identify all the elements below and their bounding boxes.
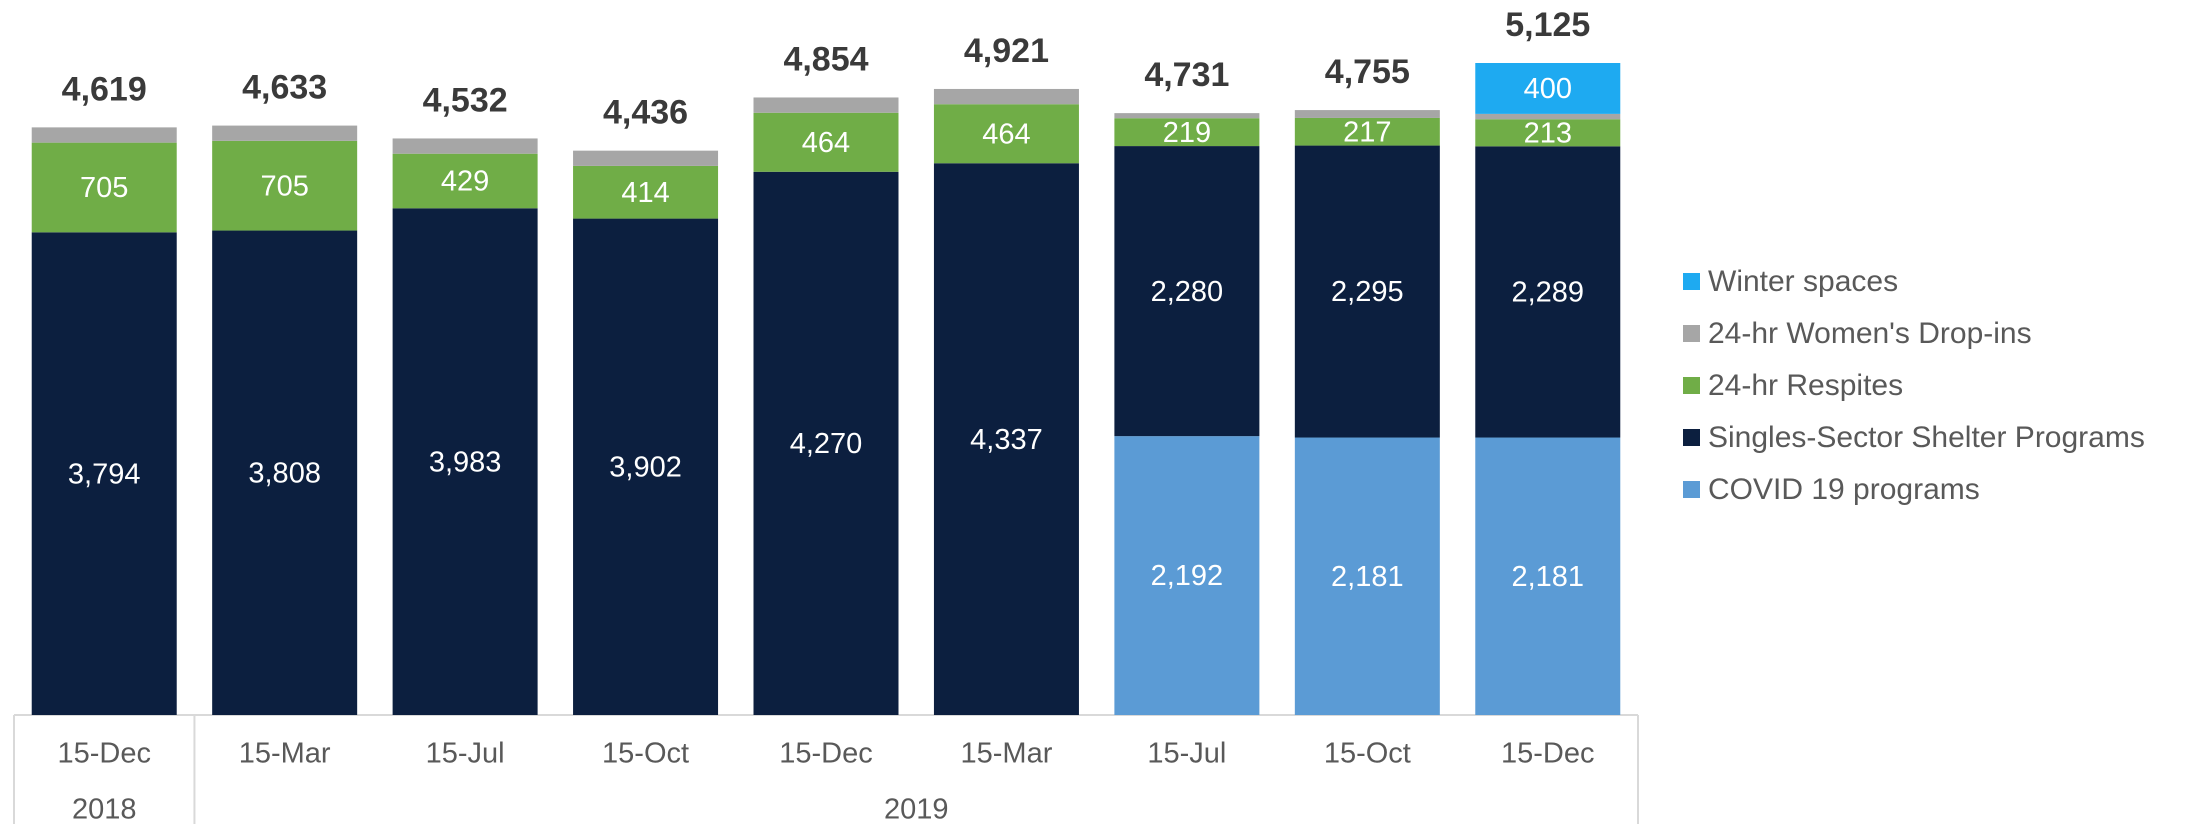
data-label: 2,289: [1511, 277, 1584, 309]
x-tick-label: 15-Oct: [1324, 738, 1411, 770]
data-label: 705: [80, 172, 128, 204]
bar-segment: [1114, 146, 1260, 437]
data-label: 3,902: [609, 451, 682, 483]
bar-segment: [1475, 113, 1621, 120]
data-label: 2,192: [1151, 560, 1224, 592]
x-tick-label: 15-Mar: [961, 738, 1053, 770]
bar-segment: [573, 150, 719, 166]
total-label: 4,731: [1144, 56, 1229, 94]
total-label: 4,633: [242, 69, 327, 107]
data-label: 2,280: [1151, 276, 1224, 308]
bar-segment: [753, 97, 899, 113]
data-label: 213: [1524, 117, 1572, 149]
bar-segment: [212, 140, 358, 231]
bar-segment: [1114, 118, 1260, 147]
legend-swatch: [1683, 481, 1700, 498]
x-tick-label: 15-Dec: [779, 738, 873, 770]
legend-swatch: [1683, 273, 1700, 290]
bar-segment: [1114, 113, 1260, 119]
data-label: 2,181: [1511, 561, 1584, 593]
bar-segment: [1294, 117, 1440, 146]
data-label: 429: [441, 166, 489, 198]
x-tick-label: 15-Jul: [1147, 738, 1226, 770]
bar-segment: [31, 232, 177, 716]
total-label: 4,755: [1325, 53, 1410, 91]
x-tick-label: 15-Jul: [426, 738, 505, 770]
bar-segment: [1475, 119, 1621, 147]
data-label: 3,808: [248, 457, 321, 489]
bar-segment: [1114, 436, 1260, 715]
data-label: 400: [1524, 73, 1572, 105]
total-label: 4,619: [62, 70, 147, 108]
x-tick-label: 15-Mar: [239, 738, 331, 770]
bar-segment: [1475, 437, 1621, 715]
total-label: 4,854: [783, 40, 868, 78]
data-label: 217: [1343, 116, 1391, 148]
bar-segment: [392, 138, 538, 154]
total-label: 5,125: [1505, 6, 1590, 44]
legend-label: 24-hr Women's Drop-ins: [1708, 317, 2032, 350]
bar-segment: [31, 127, 177, 143]
bar-segment: [1475, 63, 1621, 114]
legend-swatch: [1683, 325, 1700, 342]
data-label: 3,983: [429, 446, 502, 478]
x-group-label: 2018: [72, 794, 137, 824]
bar-segment: [1294, 437, 1440, 715]
bar-segment: [1294, 145, 1440, 438]
data-label: 4,270: [790, 428, 863, 460]
bar-segment: [212, 230, 358, 715]
data-label: 4,337: [970, 424, 1043, 456]
bar-segment: [392, 208, 538, 716]
legend-swatch: [1683, 429, 1700, 446]
bar-segment: [933, 104, 1079, 164]
bar-segment: [212, 125, 358, 141]
total-label: 4,921: [964, 32, 1049, 70]
bar-segment: [753, 171, 899, 715]
bar-segment: [753, 112, 899, 172]
total-label: 4,436: [603, 94, 688, 132]
data-label: 464: [982, 118, 1030, 150]
bar-segment: [1294, 110, 1440, 118]
data-label: 2,295: [1331, 276, 1404, 308]
x-tick-label: 15-Dec: [57, 738, 151, 770]
data-label: 414: [621, 177, 669, 209]
x-tick-label: 15-Dec: [1501, 738, 1595, 770]
legend-label: Winter spaces: [1708, 265, 1898, 298]
bar-segment: [392, 153, 538, 209]
data-label: 3,794: [68, 458, 141, 490]
bar-segment: [31, 142, 177, 233]
x-group-label: 2019: [884, 794, 949, 824]
bar-segment: [933, 163, 1079, 716]
bar-segment: [573, 165, 719, 219]
data-label: 705: [260, 170, 308, 202]
data-label: 464: [802, 127, 850, 159]
legend-label: Singles-Sector Shelter Programs: [1708, 421, 2145, 454]
bar-segment: [933, 88, 1079, 105]
legend-swatch: [1683, 377, 1700, 394]
data-label: 2,181: [1331, 561, 1404, 593]
bar-segment: [573, 218, 719, 715]
legend-label: 24-hr Respites: [1708, 369, 1903, 402]
x-tick-label: 15-Oct: [602, 738, 689, 770]
bar-segment: [1475, 146, 1621, 438]
data-label: 219: [1163, 117, 1211, 149]
legend-label: COVID 19 programs: [1708, 473, 1980, 506]
total-label: 4,532: [423, 81, 508, 119]
